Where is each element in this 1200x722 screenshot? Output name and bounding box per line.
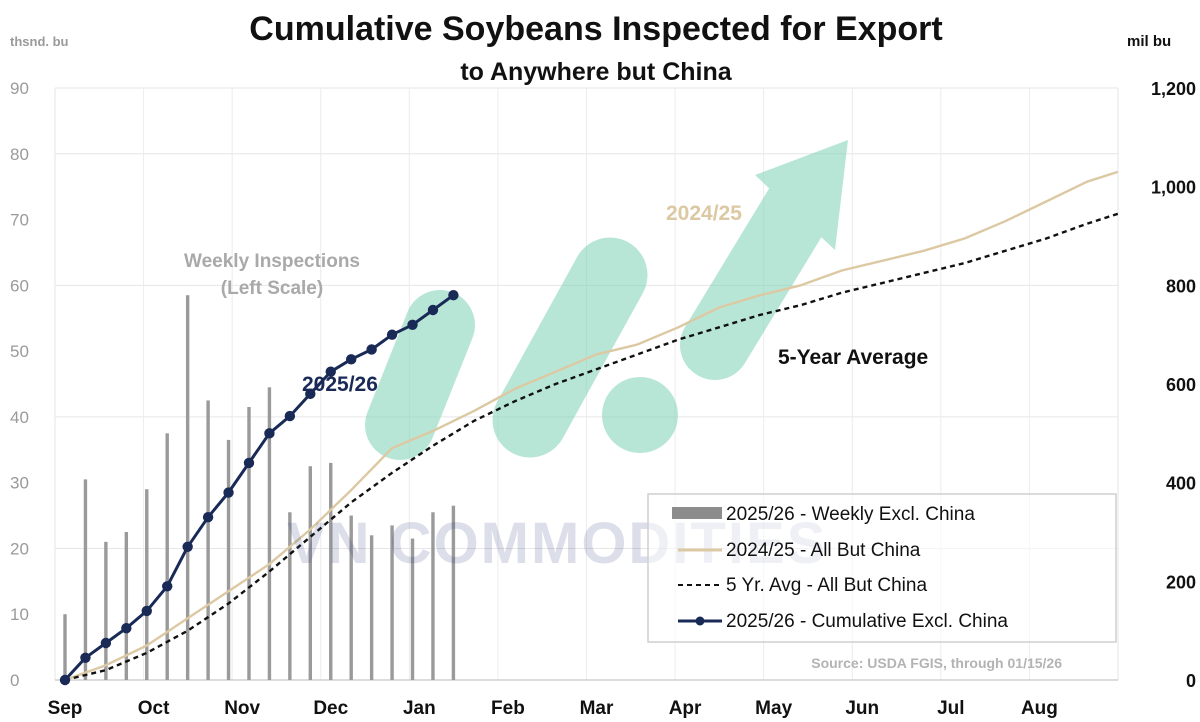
label-2025-26: 2025/26 (302, 373, 378, 396)
cumulative-point (427, 304, 439, 316)
legend-label-2024-25: 2024/25 - All But China (726, 540, 921, 561)
right-tick-label: 1,000 (1151, 178, 1196, 198)
cumulative-point (202, 512, 214, 523)
weekly-bar (431, 512, 435, 680)
source-note: Source: USDA FGIS, through 01/15/26 (811, 655, 1062, 671)
x-tick-label: May (755, 698, 792, 719)
left-tick-label: 0 (10, 671, 19, 690)
weekly-bar (369, 535, 374, 680)
cumulative-point (407, 319, 418, 330)
x-tick-label: Feb (491, 698, 525, 719)
x-tick-label: Jun (845, 698, 879, 719)
cumulative-point (162, 581, 173, 592)
cumulative-point (284, 410, 296, 422)
right-tick-label: 600 (1166, 375, 1196, 395)
right-axis-ticks: 0 200 400 600 800 1,000 1,200 (1151, 79, 1196, 691)
weekly-bar (206, 400, 210, 680)
x-tick-label: Sep (48, 698, 83, 719)
weekly-bar (451, 505, 456, 680)
left-tick-label: 30 (10, 474, 29, 493)
right-tick-label: 1,200 (1151, 79, 1196, 99)
x-tick-label: Aug (1021, 698, 1058, 719)
x-tick-label: Apr (669, 698, 702, 719)
weekly-bar (124, 532, 129, 680)
label-2024-25: 2024/25 (666, 202, 742, 225)
weekly-bar (308, 466, 313, 680)
left-axis-unit: thsnd. bu (10, 34, 69, 49)
cumulative-point (345, 354, 357, 365)
left-axis-ticks: 0 10 20 30 40 50 60 70 80 90 (10, 79, 29, 690)
right-tick-label: 200 (1166, 572, 1196, 592)
weekly-bar (329, 462, 333, 680)
left-tick-label: 40 (10, 408, 29, 427)
weekly-bar (267, 387, 272, 680)
cumulative-point (141, 605, 152, 617)
weekly-annotation-line2: (Left Scale) (221, 278, 323, 299)
cumulative-point (264, 428, 275, 439)
weekly-bar (288, 512, 292, 680)
right-axis-unit: mil bu (1127, 33, 1171, 50)
x-axis-ticks: Sep Oct Nov Dec Jan Feb Mar Apr May Jun Jul Aug (48, 698, 1058, 719)
x-tick-label: Nov (224, 698, 260, 719)
cumulative-point (121, 623, 132, 634)
left-tick-label: 60 (10, 276, 29, 295)
legend-box (647, 493, 1117, 643)
legend-swatch-weekly (672, 507, 722, 519)
left-tick-label: 50 (10, 342, 29, 361)
legend-marker-cumulative (695, 616, 705, 626)
series-lines (59, 170, 1119, 686)
chart-subtitle: to Anywhere but China (460, 58, 732, 86)
cumulative-point (182, 541, 193, 552)
right-tick-label: 400 (1166, 474, 1196, 494)
left-tick-label: 10 (10, 605, 29, 624)
x-tick-label: Jan (403, 698, 436, 719)
x-tick-label: Dec (313, 698, 348, 719)
legend-label-5yr: 5 Yr. Avg - All But China (726, 575, 927, 596)
weekly-bar (410, 538, 415, 680)
right-tick-label: 0 (1186, 671, 1196, 691)
x-tick-label: Jul (937, 698, 964, 719)
cumulative-point (59, 674, 71, 686)
cumulative-point (366, 344, 377, 355)
weekly-bars (63, 295, 456, 680)
cumulative-point (305, 388, 316, 400)
logo-graphic (365, 140, 848, 460)
legend: 2025/26 - Weekly Excl. China 2024/25 - A… (647, 493, 1117, 643)
weekly-bar (390, 525, 394, 680)
cumulative-point (100, 637, 112, 649)
left-tick-label: 90 (10, 79, 29, 98)
chart-title: Cumulative Soybeans Inspected for Export (249, 10, 942, 48)
x-tick-label: Oct (138, 698, 170, 719)
series-line-1 (64, 212, 1119, 682)
weekly-bar (63, 614, 67, 680)
weekly-bar (145, 489, 149, 680)
weekly-bar (247, 407, 251, 680)
weekly-annotation-line1: Weekly Inspections (184, 251, 360, 272)
series-line-0 (64, 170, 1119, 682)
weekly-bar (185, 295, 190, 680)
weekly-bar (349, 515, 353, 680)
weekly-bar (226, 439, 231, 680)
x-tick-label: Mar (580, 698, 614, 719)
cumulative-point (80, 652, 91, 663)
weekly-bar (104, 541, 108, 680)
left-tick-label: 20 (10, 539, 29, 558)
cumulative-point (223, 487, 234, 498)
cumulative-point (386, 329, 398, 340)
legend-label-cumulative: 2025/26 - Cumulative Excl. China (726, 611, 1008, 632)
weekly-bar (83, 479, 88, 680)
cumulative-point (325, 366, 336, 377)
cumulative-point (243, 457, 255, 469)
left-tick-label: 70 (10, 211, 29, 230)
left-tick-label: 80 (10, 145, 29, 164)
label-5yr-average: 5-Year Average (778, 346, 928, 369)
right-tick-label: 800 (1166, 276, 1196, 296)
legend-label-weekly: 2025/26 - Weekly Excl. China (726, 504, 975, 525)
cumulative-point (448, 290, 459, 301)
weekly-bar (165, 433, 169, 680)
